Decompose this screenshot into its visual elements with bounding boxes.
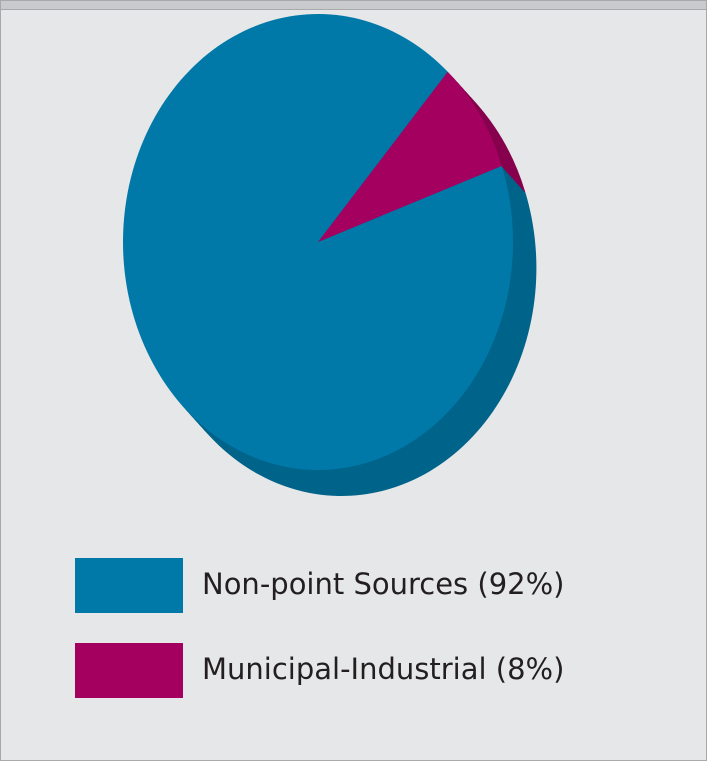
legend-label: Municipal-Industrial (8%) [202,652,564,686]
pie-slice [318,71,502,242]
legend-label: Non-point Sources (92%) [202,567,564,601]
legend-swatch [75,643,183,698]
pie-slice [123,14,513,471]
legend-swatch [75,558,183,613]
top-strip [1,1,706,10]
